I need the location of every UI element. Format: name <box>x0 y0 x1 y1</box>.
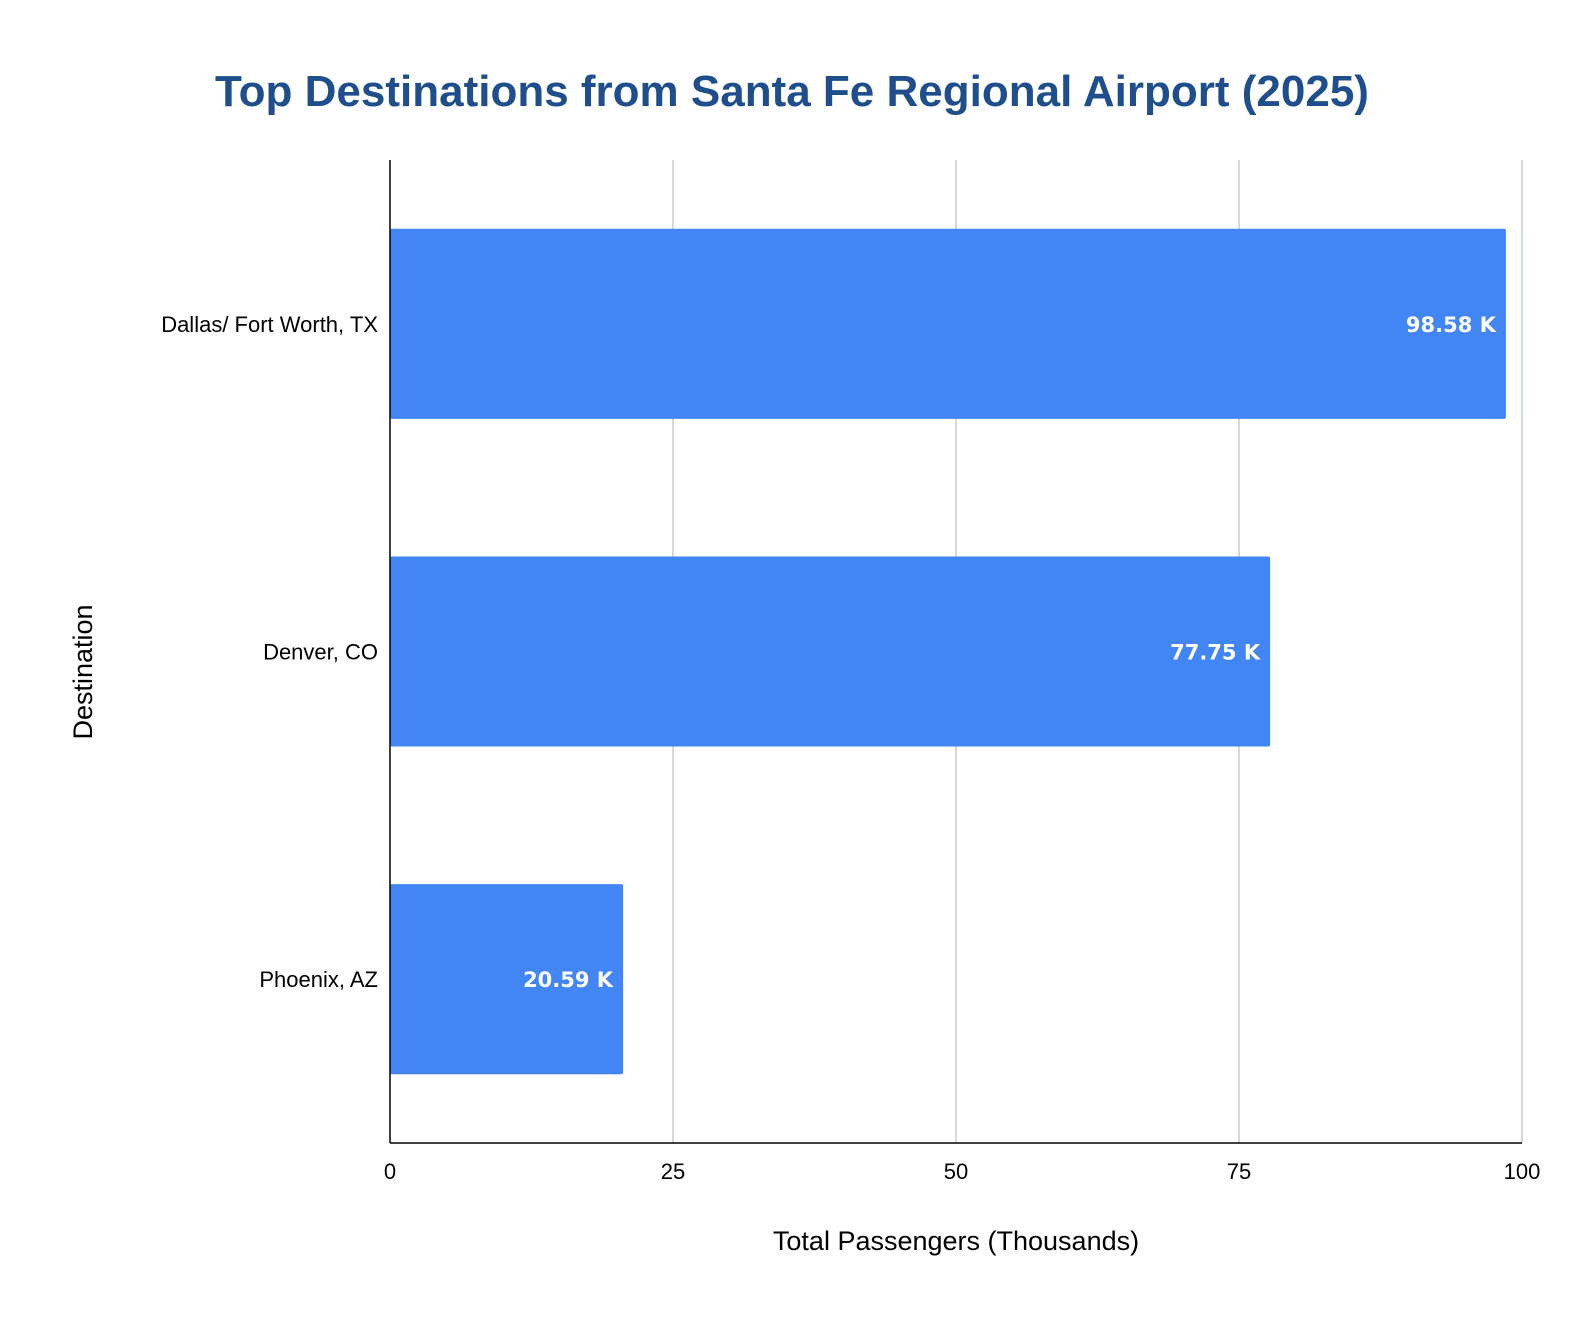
x-tick-labels: 0 25 50 75 100 <box>384 1159 1540 1184</box>
bars <box>390 228 1506 1075</box>
bar <box>390 228 1506 419</box>
data-label: 77.75 K <box>1170 641 1261 665</box>
data-label: 20.59 K <box>523 968 614 992</box>
bar <box>390 884 624 1075</box>
x-tick-label: 100 <box>1504 1159 1541 1184</box>
category-label: Dallas/ Fort Worth, TX <box>161 312 378 337</box>
chart-title: Top Destinations from Santa Fe Regional … <box>215 67 1369 116</box>
axes <box>389 160 1522 1144</box>
x-axis-title: Total Passengers (Thousands) <box>773 1226 1139 1256</box>
y-category-labels: Dallas/ Fort Worth, TX Denver, CO Phoenix,… <box>161 312 378 992</box>
data-label: 98.58 K <box>1406 313 1497 337</box>
y-axis-title: Destination <box>68 604 98 739</box>
bar <box>390 556 1271 747</box>
x-tick-label: 75 <box>1227 1159 1251 1184</box>
category-label: Denver, CO <box>263 640 378 665</box>
data-labels: 98.58 K 77.75 K 20.59 K <box>523 313 1497 992</box>
category-label: Phoenix, AZ <box>259 967 378 992</box>
x-tick-label: 50 <box>944 1159 968 1184</box>
x-tick-label: 0 <box>384 1159 396 1184</box>
x-tick-label: 25 <box>661 1159 685 1184</box>
